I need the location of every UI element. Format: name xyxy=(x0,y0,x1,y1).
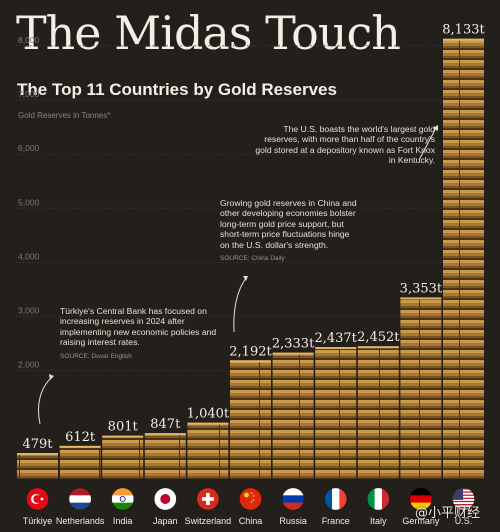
bar xyxy=(272,352,314,479)
category-label: Russia xyxy=(279,516,307,526)
bar-top-highlight xyxy=(400,297,442,300)
flag-us-icon xyxy=(452,487,475,511)
annotation-leader-lines xyxy=(38,125,438,425)
bar-value-label: 2,452t xyxy=(357,330,400,345)
bar-top-highlight xyxy=(59,445,101,448)
flag-india-icon xyxy=(111,487,134,511)
bar-top-highlight xyxy=(230,360,271,363)
page-subtitle: The Top 11 Countries by Gold Reserves xyxy=(17,80,337,99)
bar-value-label: 2,192t xyxy=(229,344,272,359)
bar-top-highlight xyxy=(144,433,186,436)
bar xyxy=(443,38,484,479)
bar xyxy=(102,435,144,479)
bar-top-highlight xyxy=(443,38,484,41)
y-tick-label: 7,000 xyxy=(18,89,40,99)
category-label: India xyxy=(113,516,133,526)
bar-value-label: 612t xyxy=(65,430,96,445)
china-annotation-source: SOURCE: China Daily xyxy=(220,255,285,263)
y-tick-label: 3,000 xyxy=(18,306,40,316)
flag-turkiye-icon xyxy=(26,487,49,511)
bar-value-label: 8,133t xyxy=(442,23,485,38)
category-label: Netherlands xyxy=(56,516,105,526)
category-label: China xyxy=(239,516,263,526)
bar xyxy=(315,347,357,479)
china-annotation-text: Growing gold reserves in China and other… xyxy=(220,198,357,250)
category-label: Germany xyxy=(402,516,440,526)
flag-russia-icon xyxy=(281,487,305,511)
us-annotation: The U.S. boasts the world's largest gold… xyxy=(255,124,435,166)
china-annotation: Growing gold reserves in China and other… xyxy=(220,198,358,264)
bar-top-highlight xyxy=(315,347,357,350)
turkiye-leader-arrow xyxy=(49,374,54,380)
bar-value-label: 479t xyxy=(22,437,53,452)
y-tick-label: 2,000 xyxy=(18,360,40,370)
turkiye-annotation-text: Türkiye's Central Bank has focused on in… xyxy=(60,306,217,348)
bar xyxy=(187,422,229,479)
us-leader-arrow xyxy=(433,125,438,131)
bar-value-label: 2,333t xyxy=(272,337,315,352)
page-title: The Midas Touch xyxy=(16,6,401,60)
bar-value-label: 1,040t xyxy=(187,407,230,422)
turkiye-annotation: Türkiye's Central Bank has focused on in… xyxy=(60,306,220,362)
bar-top-highlight xyxy=(357,346,399,349)
bar-top-highlight xyxy=(102,435,144,438)
turkiye-leader-line xyxy=(38,376,53,425)
y-tick-label: 6,000 xyxy=(18,143,40,153)
watermark: @小平财经 xyxy=(414,506,480,521)
y-axis-label: Gold Reserves in Tonnes* xyxy=(18,111,111,120)
us-annotation-text: The U.S. boasts the world's largest gold… xyxy=(255,124,435,166)
us-leader-line xyxy=(418,127,437,161)
flag-japan-icon xyxy=(154,487,177,511)
bar-value-label: 3,353t xyxy=(400,281,443,296)
bar xyxy=(17,453,58,479)
category-label: Switzerland xyxy=(185,516,232,526)
flag-france-icon xyxy=(324,487,348,511)
category-label: Italy xyxy=(370,516,387,526)
bar xyxy=(230,360,271,479)
category-label: Japan xyxy=(153,516,178,526)
bar xyxy=(144,433,186,479)
category-label: France xyxy=(322,516,350,526)
flag-germany-icon xyxy=(409,487,433,511)
flag-switzerland-icon xyxy=(196,487,220,511)
bar-value-label: 847t xyxy=(150,417,181,432)
china-leader-line xyxy=(233,277,247,333)
bar xyxy=(59,445,101,479)
y-tick-label: 8,000 xyxy=(18,35,40,45)
bar-value-label: 801t xyxy=(108,420,139,435)
flag-netherlands-icon xyxy=(68,487,92,511)
flag-italy-icon xyxy=(366,487,390,511)
bar xyxy=(400,297,442,479)
flag-china-icon xyxy=(239,487,262,511)
bar-value-label: 2,437t xyxy=(314,331,357,346)
category-label: U.S. xyxy=(455,516,473,526)
turkiye-annotation-source: SOURCE: Duvar English xyxy=(60,352,132,360)
china-leader-arrow xyxy=(243,276,248,281)
category-label: Türkiye xyxy=(23,516,53,526)
bar-top-highlight xyxy=(17,453,58,456)
bar xyxy=(357,346,399,479)
bar-top-highlight xyxy=(272,352,314,355)
y-tick-label: 5,000 xyxy=(18,197,40,207)
bar-top-highlight xyxy=(187,422,229,425)
y-tick-label: 4,000 xyxy=(18,251,40,261)
